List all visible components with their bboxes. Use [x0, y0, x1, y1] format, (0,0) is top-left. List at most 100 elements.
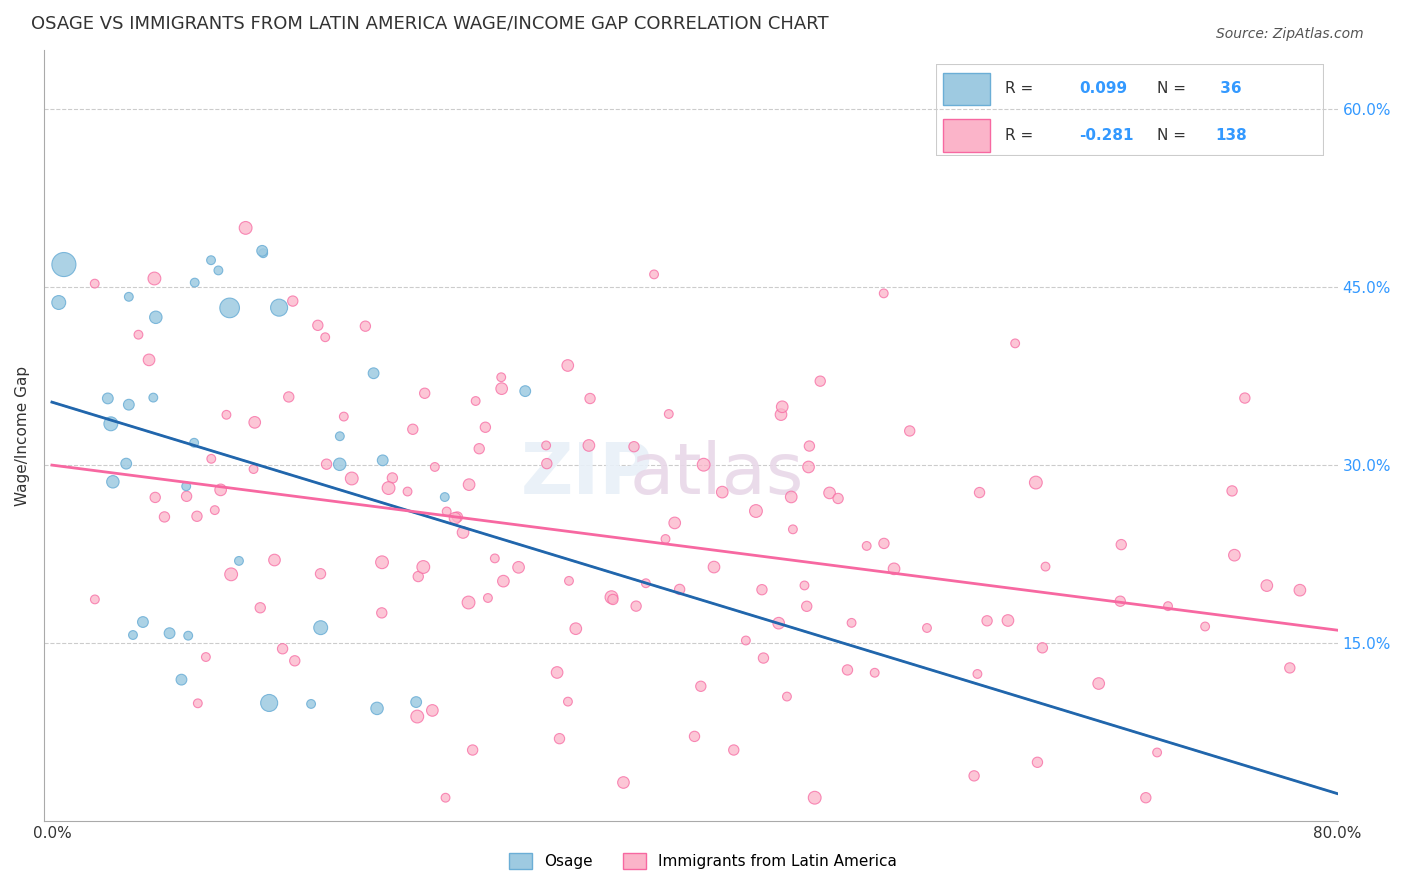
Point	[796, 599, 818, 614]
Point	[315, 457, 337, 471]
Point	[458, 477, 481, 491]
Point	[793, 578, 815, 592]
Point	[100, 417, 122, 431]
Point	[204, 503, 226, 517]
Point	[1109, 594, 1132, 608]
Point	[803, 790, 825, 805]
Point	[734, 633, 756, 648]
Text: N =: N =	[1157, 81, 1191, 96]
Point	[97, 392, 120, 406]
Point	[228, 554, 250, 568]
Point	[966, 667, 988, 681]
Point	[354, 319, 377, 334]
Point	[187, 696, 209, 710]
Point	[381, 471, 404, 485]
Point	[243, 415, 266, 429]
Point	[309, 566, 332, 581]
Point	[769, 408, 792, 422]
Point	[841, 615, 863, 630]
Point	[314, 330, 336, 344]
Point	[329, 458, 352, 472]
Point	[183, 276, 205, 290]
Point	[468, 442, 491, 456]
Point	[745, 504, 768, 518]
Point	[873, 536, 896, 550]
Text: R =: R =	[1005, 128, 1039, 143]
Text: 0.099: 0.099	[1080, 81, 1128, 96]
Point	[267, 301, 290, 315]
Text: 36: 36	[1215, 81, 1241, 96]
Point	[963, 769, 986, 783]
Point	[1223, 548, 1246, 562]
Point	[579, 392, 602, 406]
Point	[818, 486, 841, 500]
Point	[433, 490, 456, 504]
Point	[770, 400, 793, 414]
Point	[307, 318, 329, 333]
Point	[873, 286, 896, 301]
Point	[1031, 640, 1053, 655]
Point	[492, 574, 515, 589]
Point	[634, 576, 657, 591]
Point	[252, 246, 274, 260]
Point	[413, 386, 436, 401]
Point	[249, 600, 271, 615]
Point	[751, 582, 773, 597]
Point	[48, 295, 70, 310]
Point	[207, 263, 229, 277]
Text: OSAGE VS IMMIGRANTS FROM LATIN AMERICA WAGE/INCOME GAP CORRELATION CHART: OSAGE VS IMMIGRANTS FROM LATIN AMERICA W…	[31, 15, 828, 33]
Point	[115, 457, 138, 471]
Point	[976, 614, 998, 628]
Point	[434, 790, 457, 805]
Point	[257, 696, 280, 710]
Point	[1146, 746, 1168, 760]
FancyBboxPatch shape	[943, 73, 990, 105]
Legend: Osage, Immigrants from Latin America: Osage, Immigrants from Latin America	[503, 847, 903, 875]
Point	[565, 622, 588, 636]
Point	[132, 615, 155, 629]
Point	[477, 591, 499, 605]
Point	[969, 485, 991, 500]
Point	[855, 539, 877, 553]
Point	[668, 582, 690, 597]
Point	[491, 382, 513, 396]
Point	[242, 462, 264, 476]
Text: ZIP: ZIP	[522, 440, 654, 508]
Point	[546, 665, 568, 680]
Text: 138: 138	[1215, 128, 1247, 143]
Text: atlas: atlas	[630, 440, 804, 508]
Point	[215, 408, 238, 422]
Point	[423, 459, 446, 474]
Point	[915, 621, 938, 635]
Point	[83, 277, 105, 291]
Point	[143, 271, 166, 285]
Point	[602, 592, 624, 607]
Point	[52, 258, 75, 272]
Point	[1256, 579, 1278, 593]
Point	[797, 460, 820, 475]
Point	[405, 695, 427, 709]
Point	[827, 491, 849, 506]
Point	[138, 352, 160, 367]
Point	[1004, 336, 1026, 351]
Point	[457, 595, 479, 609]
Point	[780, 490, 803, 504]
Point	[145, 310, 167, 325]
Point	[1026, 756, 1049, 770]
Point	[235, 220, 257, 235]
Point	[159, 626, 181, 640]
Point	[263, 553, 285, 567]
Point	[422, 703, 444, 717]
Point	[396, 484, 419, 499]
Point	[122, 628, 145, 642]
Point	[118, 398, 141, 412]
Point	[174, 479, 197, 493]
Point	[863, 665, 886, 680]
Point	[371, 453, 394, 467]
Point	[515, 384, 537, 398]
Point	[643, 268, 665, 282]
Point	[536, 457, 558, 471]
Point	[623, 440, 645, 454]
Point	[1289, 583, 1312, 598]
Point	[271, 641, 294, 656]
